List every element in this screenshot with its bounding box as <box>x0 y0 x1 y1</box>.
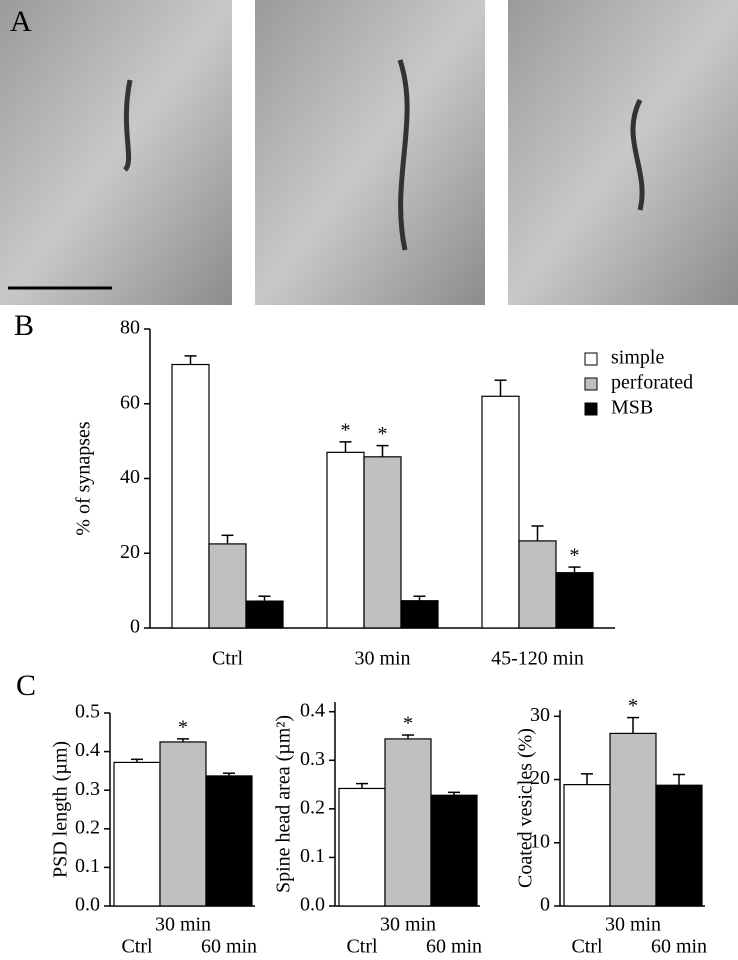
em-structure <box>122 59 645 251</box>
x-tick-label: 30 min <box>155 914 211 936</box>
bar <box>205 775 253 907</box>
y-tick-label: 0.3 <box>300 748 325 770</box>
y-tick-label: 80 <box>120 317 140 339</box>
significance-mark: * <box>178 716 188 738</box>
significance-mark: * <box>341 419 351 441</box>
y-tick-label: 0.0 <box>300 894 325 916</box>
bar <box>326 451 365 629</box>
y-axis-label: Spine head area (µm²) <box>273 715 295 893</box>
y-axis-label: PSD length (µm) <box>50 741 72 878</box>
y-tick-label: 30 <box>530 704 550 726</box>
bar <box>171 363 210 629</box>
y-tick-label: 0 <box>130 616 140 638</box>
y-tick-label: 60 <box>120 391 140 413</box>
y-tick-label: 20 <box>120 541 140 563</box>
x-tick-label: Ctrl <box>121 936 153 958</box>
x-tick-label: Ctrl <box>212 648 244 670</box>
panel-label: B <box>14 309 34 342</box>
x-tick-label: Ctrl <box>571 936 603 958</box>
y-tick-label: 20 <box>530 767 550 789</box>
bar <box>430 794 478 907</box>
x-tick-label: 30 min <box>605 914 661 936</box>
legend-swatch <box>584 352 598 366</box>
significance-mark: * <box>403 713 413 735</box>
legend-swatch <box>584 377 598 391</box>
legend-label: simple <box>611 347 664 369</box>
legend-swatch <box>584 402 598 416</box>
panel-label: C <box>16 669 36 702</box>
significance-mark: * <box>628 695 638 717</box>
y-tick-label: 0.1 <box>75 855 100 877</box>
x-tick-label: 30 min <box>354 648 410 670</box>
bar <box>384 738 432 907</box>
bar <box>363 456 402 629</box>
bar <box>113 761 161 907</box>
y-tick-label: 0.0 <box>75 894 100 916</box>
y-tick-label: 0.3 <box>75 778 100 800</box>
bar <box>338 787 386 907</box>
y-tick-label: 10 <box>530 830 550 852</box>
bar <box>245 600 284 629</box>
panel-label: A <box>10 5 32 38</box>
x-tick-label: 30 min <box>380 914 436 936</box>
x-tick-label: Ctrl <box>346 936 378 958</box>
bar <box>208 543 247 629</box>
y-axis-label: % of synapses <box>73 421 95 536</box>
y-tick-label: 0 <box>540 894 550 916</box>
x-tick-label: 60 min <box>651 936 707 958</box>
bar <box>481 395 520 629</box>
bar <box>555 572 594 629</box>
y-tick-label: 0.1 <box>300 845 325 867</box>
y-tick-label: 0.5 <box>75 701 100 723</box>
bar <box>655 784 703 907</box>
y-tick-label: 40 <box>120 466 140 488</box>
x-tick-label: 60 min <box>201 936 257 958</box>
bar <box>563 784 611 907</box>
em-image <box>508 0 738 305</box>
y-tick-label: 0.2 <box>75 816 100 838</box>
x-tick-label: 60 min <box>426 936 482 958</box>
em-image <box>255 0 485 305</box>
significance-mark: * <box>570 545 580 567</box>
x-tick-label: 45-120 min <box>491 648 584 670</box>
legend-label: perforated <box>611 372 693 394</box>
significance-mark: * <box>378 423 388 445</box>
y-tick-label: 0.4 <box>75 739 100 761</box>
bar <box>518 540 557 629</box>
y-tick-label: 0.2 <box>300 796 325 818</box>
bar <box>400 600 439 629</box>
bar <box>159 741 207 907</box>
y-tick-label: 0.4 <box>300 699 325 721</box>
bar <box>609 732 657 907</box>
legend-label: MSB <box>611 397 653 419</box>
em-image <box>0 0 232 305</box>
y-axis-label: Coated vesicles (%) <box>515 728 537 888</box>
